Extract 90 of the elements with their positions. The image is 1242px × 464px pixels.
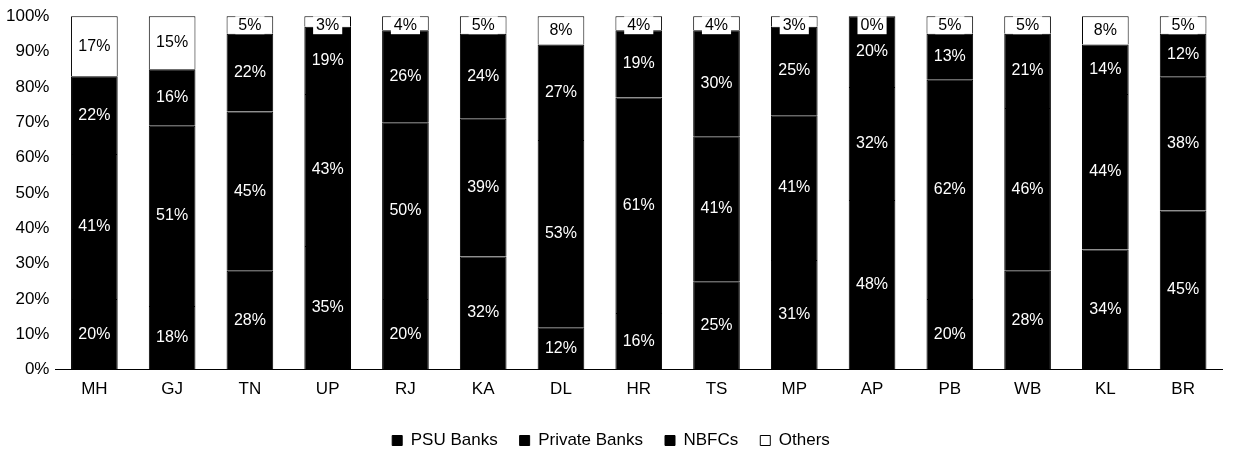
data-label: 46% <box>1011 179 1044 197</box>
data-label: 20% <box>933 324 966 342</box>
x-tick-label: HR <box>626 379 652 399</box>
data-label: 18% <box>156 328 189 346</box>
data-label: 14% <box>1089 59 1122 77</box>
data-label: 62% <box>933 179 966 197</box>
x-tick-label: TN <box>238 379 262 399</box>
data-label: 22% <box>233 63 266 81</box>
x-tick-label: PB <box>938 379 962 399</box>
data-label: 50% <box>389 200 422 218</box>
data-label: 51% <box>156 206 189 224</box>
legend-label: NBFCs <box>683 430 739 450</box>
data-label: 4% <box>627 15 651 33</box>
data-label: 8% <box>549 20 573 38</box>
data-label: 15% <box>156 33 189 51</box>
y-tick-label: 80% <box>15 76 50 96</box>
data-label: 44% <box>1089 162 1122 180</box>
data-label: 45% <box>1167 280 1200 298</box>
data-label: 41% <box>778 178 811 196</box>
data-label: 5% <box>238 15 262 33</box>
data-label: 19% <box>311 50 344 68</box>
data-label: 34% <box>1089 299 1122 317</box>
data-label: 17% <box>78 36 111 54</box>
x-tick-label: DL <box>550 379 572 399</box>
data-label: 5% <box>471 15 495 33</box>
y-tick-label: 0% <box>24 359 50 379</box>
data-label: 61% <box>622 195 655 213</box>
data-label: 48% <box>856 275 889 293</box>
x-tick-label: MH <box>81 379 108 399</box>
data-label: 5% <box>1016 15 1040 33</box>
y-tick-label: 30% <box>15 253 50 273</box>
legend-label: Others <box>778 430 830 450</box>
data-label: 26% <box>389 66 422 84</box>
data-label: 16% <box>622 331 655 349</box>
y-tick-label: 60% <box>15 147 50 167</box>
data-label: 39% <box>467 178 500 196</box>
y-tick-label: 50% <box>15 182 50 202</box>
x-tick-label: TS <box>705 379 728 399</box>
y-tick-label: 90% <box>15 41 50 61</box>
data-label: 28% <box>1011 310 1044 328</box>
data-label: 5% <box>1171 15 1195 33</box>
y-tick-label: 20% <box>15 288 50 308</box>
data-label: 35% <box>311 298 344 316</box>
data-label: 13% <box>933 47 966 65</box>
x-tick-label: KA <box>471 379 496 399</box>
data-label: 38% <box>1167 133 1200 151</box>
data-label: 21% <box>1011 61 1044 79</box>
x-tick-label: KL <box>1094 379 1116 399</box>
data-label: 5% <box>938 15 962 33</box>
legend-label: PSU Banks <box>410 430 498 450</box>
data-label: 22% <box>78 105 111 123</box>
x-tick-label: AP <box>860 379 884 399</box>
x-tick-label: WB <box>1013 379 1042 399</box>
x-tick-label: MP <box>781 379 808 399</box>
data-label: 3% <box>316 15 340 33</box>
data-label: 32% <box>856 133 889 151</box>
data-label: 4% <box>704 15 729 33</box>
data-label: 27% <box>544 82 577 100</box>
data-label: 20% <box>389 324 422 342</box>
data-label: 12% <box>544 338 577 356</box>
data-label: 41% <box>700 199 733 217</box>
data-label: 41% <box>78 216 111 234</box>
y-tick-label: 100% <box>6 5 50 25</box>
x-tick-label: UP <box>315 379 340 399</box>
data-label: 8% <box>1093 20 1117 38</box>
data-label: 19% <box>622 54 655 72</box>
x-tick-label: GJ <box>161 379 183 399</box>
data-label: 4% <box>393 15 417 33</box>
data-label: 45% <box>233 181 266 199</box>
data-label: 20% <box>856 41 889 59</box>
y-tick-label: 70% <box>15 111 50 131</box>
legend-label: Private Banks <box>538 430 644 450</box>
data-label: 20% <box>78 324 111 342</box>
data-label: 25% <box>700 315 733 333</box>
data-label: 3% <box>782 15 806 33</box>
data-label: 53% <box>544 223 577 241</box>
data-label: 31% <box>778 305 811 323</box>
data-label: 24% <box>467 66 500 84</box>
data-label: 25% <box>778 61 811 79</box>
data-label: 0% <box>860 15 884 33</box>
x-tick-label: BR <box>1171 379 1195 399</box>
data-label: 16% <box>156 87 189 105</box>
y-tick-label: 40% <box>15 217 50 237</box>
data-label: 32% <box>467 303 500 321</box>
data-label: 43% <box>311 160 344 178</box>
data-label: 28% <box>233 310 266 328</box>
data-label: 12% <box>1167 45 1200 63</box>
data-label: 30% <box>700 73 733 91</box>
x-tick-label: RJ <box>395 379 416 399</box>
y-tick-label: 10% <box>15 323 50 343</box>
